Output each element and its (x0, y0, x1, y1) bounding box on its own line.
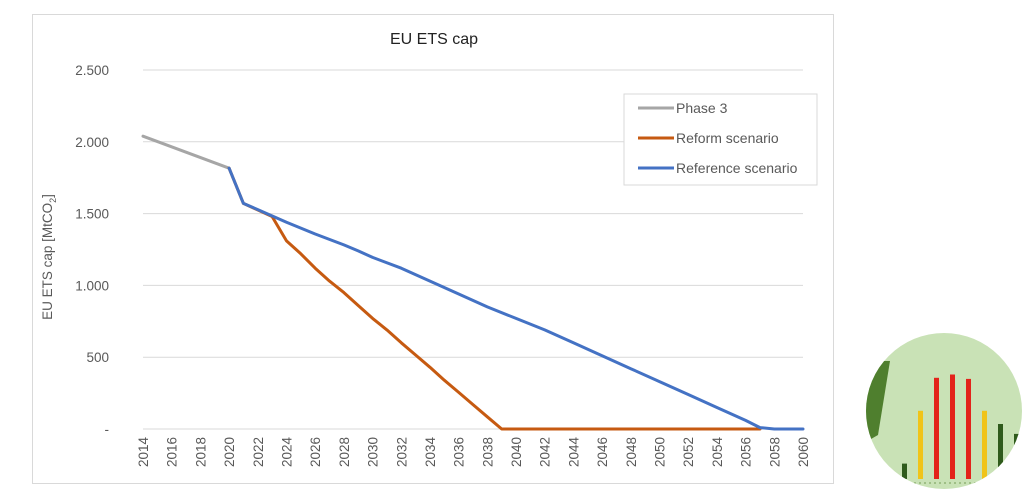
logo-bar (934, 377, 939, 479)
x-tick-label: 2018 (193, 437, 208, 467)
logo-bar (1014, 433, 1019, 479)
x-tick-label: 2050 (653, 437, 668, 467)
x-tick-label: 2028 (337, 437, 352, 467)
x-tick-label: 2044 (566, 437, 581, 468)
y-tick-label: 2.500 (75, 63, 109, 78)
x-tick-label: 2032 (394, 437, 409, 467)
x-tick-label: 2038 (480, 437, 495, 467)
y-axis-label-end: ] (40, 194, 55, 198)
x-tick-label: 2022 (251, 437, 266, 467)
logo-bar (950, 374, 955, 479)
y-tick-label: 2.000 (75, 135, 109, 150)
x-tick-label: 2060 (796, 437, 811, 467)
series-layer (141, 134, 805, 431)
legend-label-phase3: Phase 3 (676, 100, 728, 116)
x-tick-label: 2016 (165, 437, 180, 467)
y-axis-label-main: EU ETS cap [MtCO (40, 203, 55, 320)
x-tick-label: 2026 (308, 437, 323, 467)
chart-frame: - 500 1.000 1.500 2.000 2.500 2014 2016 2018 202… (32, 14, 834, 484)
y-tick-label: 500 (86, 350, 109, 365)
legend-label-reference: Reference scenario (676, 160, 798, 176)
x-tick-label: 2056 (739, 437, 754, 467)
chart-title: EU ETS cap (390, 31, 478, 48)
x-tick-label: 2036 (452, 437, 467, 467)
y-tick-label: 1.000 (75, 278, 109, 293)
x-tick-label: 2042 (538, 437, 553, 467)
y-tick-label: 1.500 (75, 207, 109, 222)
chart-svg: - 500 1.000 1.500 2.000 2.500 2014 2016 2018 202… (40, 31, 818, 468)
logo-bar (982, 410, 987, 479)
logo-bar (902, 463, 907, 479)
x-tick-labels: 2014 2016 2018 2020 2022 2024 2026 2028 2030 2032… (136, 437, 811, 468)
x-tick-label: 2058 (767, 437, 782, 467)
x-tick-label: 2048 (624, 437, 639, 467)
x-tick-label: 2034 (423, 437, 438, 468)
logo (866, 333, 1022, 489)
x-tick-label: 2020 (222, 437, 237, 467)
y-tick-label: - (105, 422, 110, 437)
legend: Phase 3 Reform scenario Reference scenario (623, 93, 818, 186)
x-tick-label: 2024 (279, 437, 294, 468)
y-axis-label: EU ETS cap [MtCO2] (40, 194, 58, 320)
logo-bar (918, 410, 923, 479)
series-line-phase3 (141, 134, 231, 170)
x-tick-label: 2052 (681, 437, 696, 467)
x-tick-label: 2030 (366, 437, 381, 467)
x-tick-label: 2040 (509, 437, 524, 467)
series-line-reform (227, 166, 762, 431)
logo-bar (998, 424, 1003, 479)
x-tick-label: 2046 (595, 437, 610, 467)
x-tick-label: 2054 (710, 437, 725, 468)
series-line-reference (227, 166, 805, 431)
y-axis-label-sub: 2 (48, 198, 58, 203)
legend-label-reform: Reform scenario (676, 130, 779, 146)
x-tick-label: 2014 (136, 437, 151, 468)
logo-bar (966, 378, 971, 479)
y-tick-labels: - 500 1.000 1.500 2.000 2.500 (75, 63, 109, 437)
